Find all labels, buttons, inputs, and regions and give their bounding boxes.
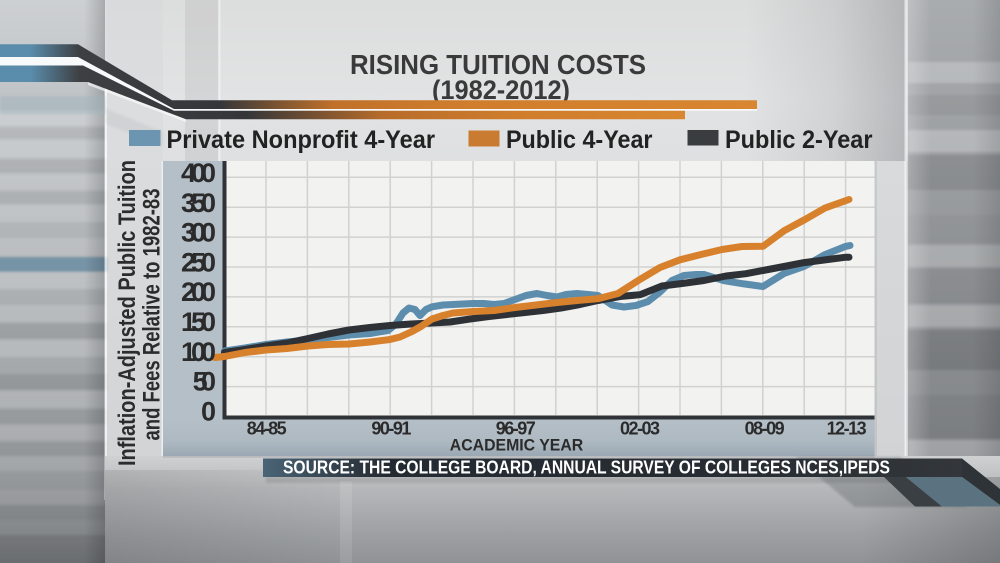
svg-text:350: 350 (181, 188, 216, 218)
svg-text:200: 200 (181, 277, 216, 307)
svg-text:150: 150 (181, 307, 216, 337)
svg-text:ACADEMIC YEAR: ACADEMIC YEAR (450, 437, 584, 455)
svg-text:50: 50 (193, 367, 216, 397)
svg-text:RISING TUITION COSTS: RISING TUITION COSTS (350, 49, 646, 80)
svg-text:08-09: 08-09 (745, 419, 785, 439)
svg-text:250: 250 (181, 247, 216, 277)
svg-text:96-97: 96-97 (496, 419, 536, 439)
svg-text:(1982-2012): (1982-2012) (432, 75, 570, 105)
svg-text:and Fees Relative to 1982-83: and Fees Relative to 1982-83 (139, 189, 166, 441)
svg-text:Inflation-Adjusted Public Tuit: Inflation-Adjusted Public Tuition (114, 160, 141, 466)
svg-text:Public 4-Year: Public 4-Year (506, 126, 653, 154)
svg-text:84-85: 84-85 (247, 419, 287, 439)
svg-text:Public 2-Year: Public 2-Year (725, 126, 873, 154)
svg-text:02-03: 02-03 (620, 419, 660, 439)
svg-text:300: 300 (181, 218, 216, 248)
svg-text:12-13: 12-13 (827, 419, 867, 439)
svg-text:Private Nonprofit 4-Year: Private Nonprofit 4-Year (167, 126, 436, 154)
svg-text:90-91: 90-91 (371, 419, 411, 439)
svg-text:400: 400 (181, 158, 216, 188)
svg-text:SOURCE: THE COLLEGE BOARD, ANN: SOURCE: THE COLLEGE BOARD, ANNUAL SURVEY… (283, 458, 890, 478)
svg-text:0: 0 (201, 396, 216, 426)
svg-text:100: 100 (181, 337, 216, 367)
